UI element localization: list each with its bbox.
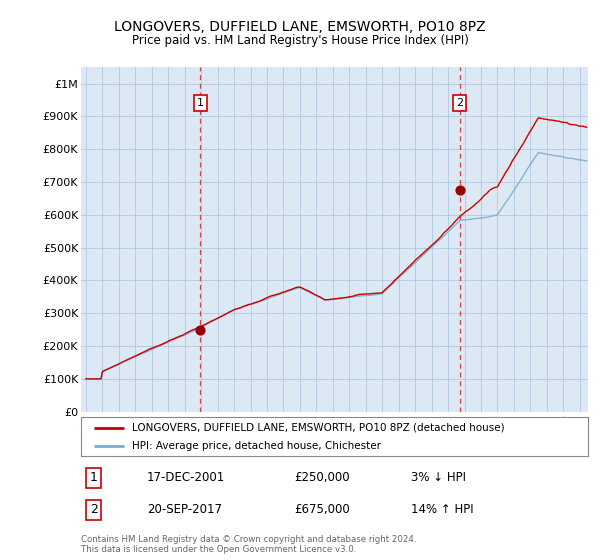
Text: HPI: Average price, detached house, Chichester: HPI: Average price, detached house, Chic…: [132, 441, 381, 451]
Point: [196, 325, 205, 334]
Text: 1: 1: [90, 471, 98, 484]
Point: [455, 186, 464, 195]
Text: 2: 2: [90, 503, 98, 516]
Text: 3% ↓ HPI: 3% ↓ HPI: [410, 471, 466, 484]
Text: This data is licensed under the Open Government Licence v3.0.: This data is licensed under the Open Gov…: [81, 545, 356, 554]
Text: 14% ↑ HPI: 14% ↑ HPI: [410, 503, 473, 516]
Text: 20-SEP-2017: 20-SEP-2017: [147, 503, 222, 516]
Text: 17-DEC-2001: 17-DEC-2001: [147, 471, 225, 484]
Text: 2: 2: [456, 99, 463, 108]
Text: 1: 1: [197, 99, 204, 108]
Text: £250,000: £250,000: [294, 471, 350, 484]
Text: LONGOVERS, DUFFIELD LANE, EMSWORTH, PO10 8PZ (detached house): LONGOVERS, DUFFIELD LANE, EMSWORTH, PO10…: [132, 423, 505, 433]
Text: LONGOVERS, DUFFIELD LANE, EMSWORTH, PO10 8PZ: LONGOVERS, DUFFIELD LANE, EMSWORTH, PO10…: [114, 20, 486, 34]
Text: £675,000: £675,000: [294, 503, 350, 516]
Text: Contains HM Land Registry data © Crown copyright and database right 2024.: Contains HM Land Registry data © Crown c…: [81, 535, 416, 544]
Text: Price paid vs. HM Land Registry's House Price Index (HPI): Price paid vs. HM Land Registry's House …: [131, 34, 469, 47]
